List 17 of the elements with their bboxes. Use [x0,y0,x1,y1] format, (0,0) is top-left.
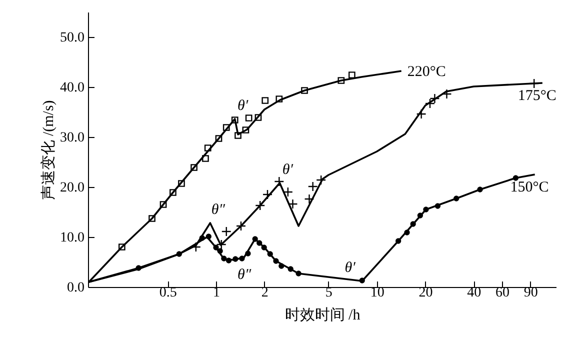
series-label: 175°C [518,88,556,104]
annotation: θ′ [344,260,356,276]
y-tick-label: 0.0 [67,280,84,296]
y-tick-label: 20.0 [60,180,84,196]
annotation: θ′ [238,98,249,114]
y-tick-label: 40.0 [60,80,84,96]
y-tick-label: 10.0 [60,230,84,246]
y-tick-label: 50.0 [60,30,84,46]
x-tick-label: 1 [213,286,220,300]
annotation: θ′ [282,162,294,178]
series-label: 150°C [510,180,549,196]
series-label: 220°C [407,64,446,80]
annotation: θ″ [238,267,252,283]
annotation: θ″ [211,202,226,218]
y-tick-label: 30.0 [60,130,84,146]
x-axis-title: 时效时间 /h [284,306,361,324]
y-axis-title: 声速变化 /(m/s) [40,100,57,200]
